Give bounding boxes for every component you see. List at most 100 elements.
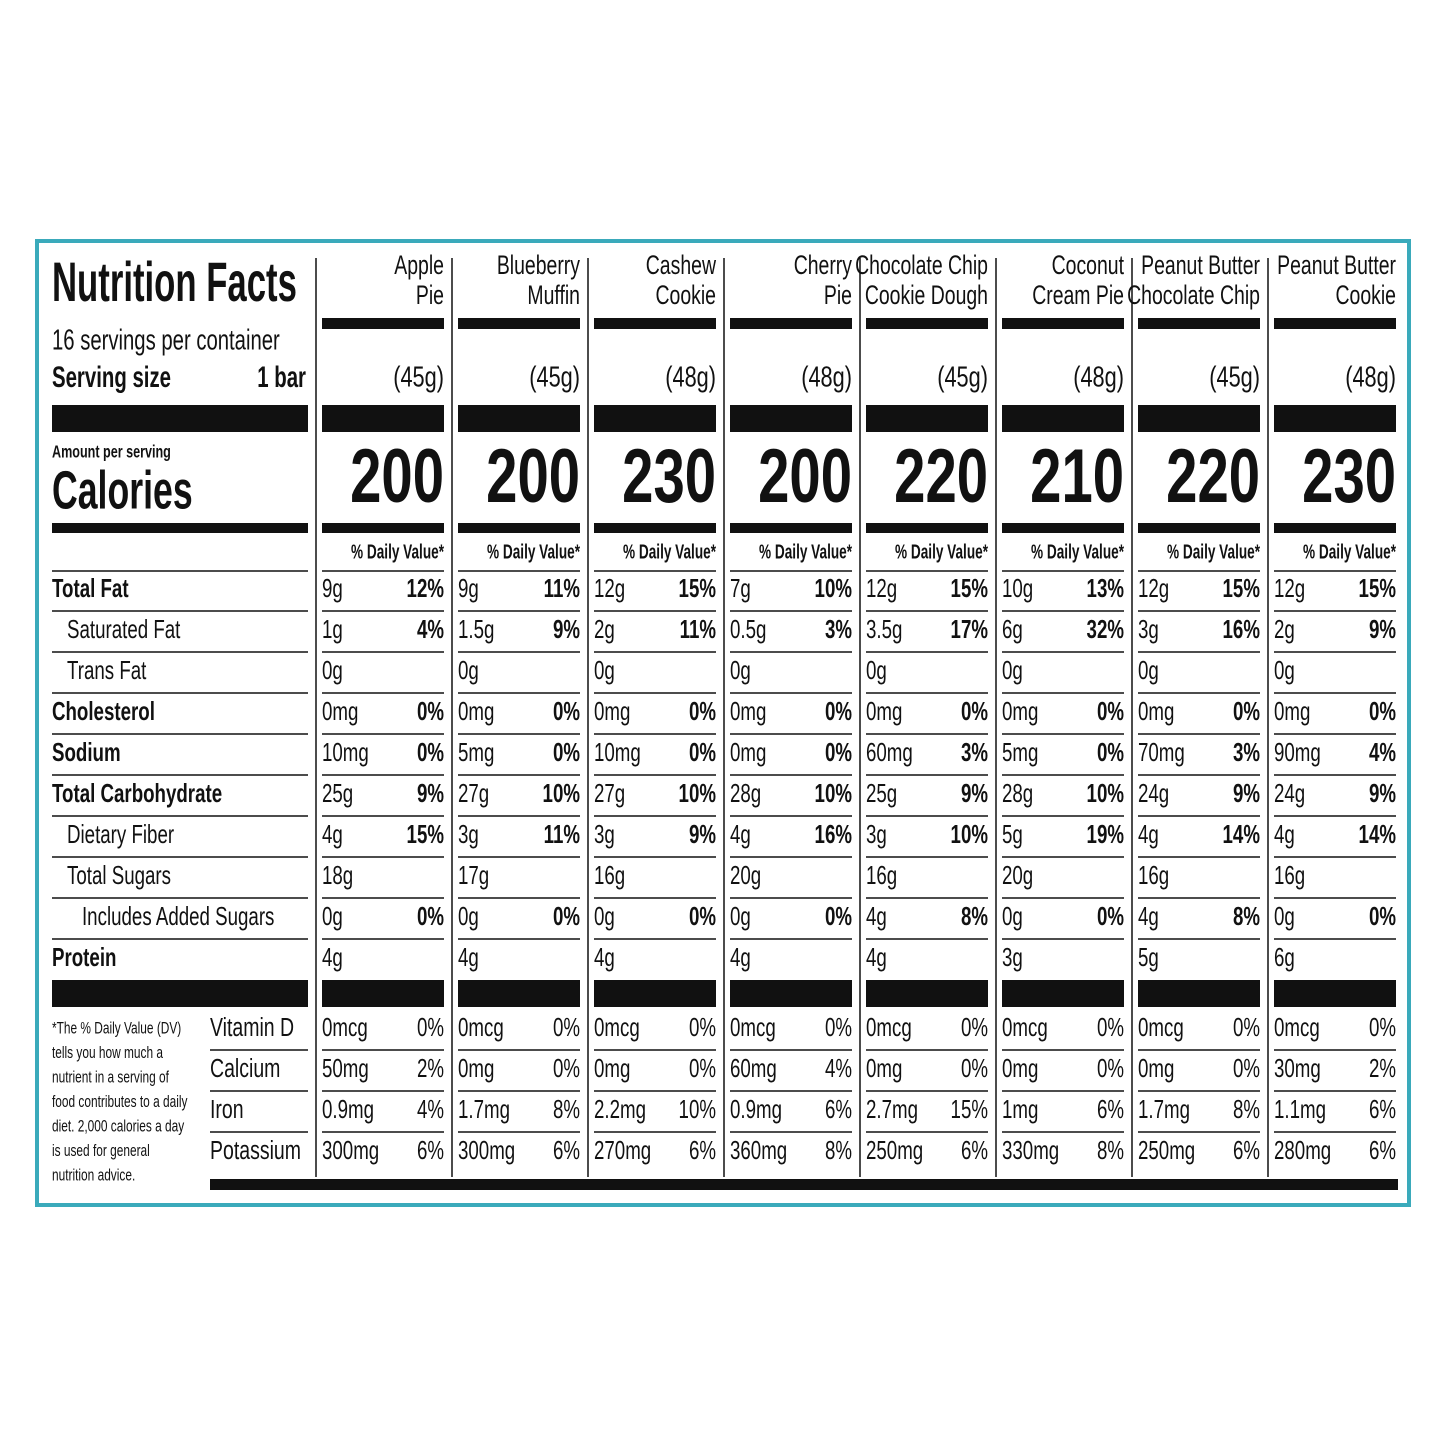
vitamin-amount: 270mg — [594, 1135, 651, 1165]
serving-grams: (48g) — [1073, 362, 1124, 394]
vitamin-dv: 6% — [1369, 1135, 1396, 1165]
serving-grams: (45g) — [393, 362, 444, 394]
vitamin-amount: 1mg — [1002, 1094, 1038, 1124]
nutrient-amount: 3g — [1138, 614, 1159, 644]
medium-bar — [322, 523, 444, 533]
nutrient-dv: 12% — [407, 573, 444, 603]
vitamin-dv: 6% — [689, 1135, 716, 1165]
nutrient-name: Total Sugars — [67, 860, 171, 890]
nutrient-dv: 10% — [543, 778, 580, 808]
thick-bar — [1138, 405, 1260, 432]
nutrient-amount: 3g — [458, 819, 479, 849]
nutrient-amount: 0g — [730, 901, 751, 931]
nutrient-amount: 0g — [1274, 655, 1295, 685]
nutrient-dv: 15% — [1359, 573, 1396, 603]
label-border — [35, 239, 1411, 1207]
nutrient-dv: 0% — [553, 696, 580, 726]
nutrient-amount: 10mg — [594, 737, 641, 767]
serving-grams: (45g) — [1209, 362, 1260, 394]
calories: 200 — [758, 434, 852, 519]
nutrient-amount: 0mg — [322, 696, 358, 726]
serving-size-label: Serving size — [52, 361, 171, 394]
nutrient-amount: 16g — [866, 860, 897, 890]
nutrient-amount: 4g — [322, 819, 343, 849]
nutrient-amount: 60mg — [866, 737, 913, 767]
thick-bar — [594, 980, 716, 1007]
nutrient-amount: 9g — [322, 573, 343, 603]
daily-value-header: % Daily Value* — [1031, 541, 1124, 563]
nutrient-dv: 0% — [1233, 696, 1260, 726]
vitamin-dv: 0% — [1233, 1012, 1260, 1042]
nutrient-amount: 4g — [730, 819, 751, 849]
nutrient-amount: 0mg — [730, 737, 766, 767]
thick-bar — [1274, 980, 1396, 1007]
vitamin-amount: 0.9mg — [730, 1094, 782, 1124]
vitamin-amount: 30mg — [1274, 1053, 1321, 1083]
nutrient-name: Saturated Fat — [67, 614, 181, 644]
vitamin-amount: 280mg — [1274, 1135, 1331, 1165]
serving-grams: (45g) — [529, 362, 580, 394]
medium-bar — [594, 318, 716, 329]
nutrient-dv: 3% — [961, 737, 988, 767]
nutrient-name: Trans Fat — [67, 655, 147, 685]
nutrient-dv: 10% — [815, 778, 852, 808]
nutrient-amount: 12g — [1274, 573, 1305, 603]
product-name: Cookie Dough — [865, 280, 988, 310]
nutrient-dv: 14% — [1223, 819, 1260, 849]
nutrient-amount: 16g — [1274, 860, 1305, 890]
nutrient-amount: 20g — [730, 860, 761, 890]
nutrient-amount: 1.5g — [458, 614, 494, 644]
daily-value-header: % Daily Value* — [623, 541, 716, 563]
vitamin-amount: 2.2mg — [594, 1094, 646, 1124]
nutrient-dv: 9% — [1369, 778, 1396, 808]
daily-value-header: % Daily Value* — [1167, 541, 1260, 563]
nutrient-dv: 0% — [689, 696, 716, 726]
daily-value-header: % Daily Value* — [487, 541, 580, 563]
nutrient-amount: 16g — [594, 860, 625, 890]
product-name: Cookie — [1336, 280, 1396, 310]
vitamin-dv: 2% — [417, 1053, 444, 1083]
nutrient-dv: 14% — [1359, 819, 1396, 849]
nutrient-dv: 0% — [1097, 901, 1124, 931]
nutrient-dv: 0% — [961, 696, 988, 726]
nutrient-amount: 20g — [1002, 860, 1033, 890]
thick-bar — [1002, 980, 1124, 1007]
daily-value-header: % Daily Value* — [351, 541, 444, 563]
product-name: Blueberry — [497, 250, 580, 280]
nutrient-amount: 25g — [322, 778, 353, 808]
nutrient-name: Includes Added Sugars — [82, 901, 274, 931]
nutrient-amount: 12g — [1138, 573, 1169, 603]
vitamin-amount: 0mcg — [866, 1012, 912, 1042]
vitamin-dv: 6% — [553, 1135, 580, 1165]
thick-bar — [1002, 405, 1124, 432]
footnote-line: tells you how much a — [52, 1044, 164, 1063]
nutrient-amount: 0mg — [594, 696, 630, 726]
nutrient-amount: 4g — [1138, 901, 1159, 931]
vitamin-dv: 0% — [417, 1012, 444, 1042]
footnote-line: nutrient in a serving of — [52, 1069, 170, 1088]
product-name: Cream Pie — [1032, 280, 1124, 310]
nutrient-amount: 4g — [594, 942, 615, 972]
nutrient-amount: 5mg — [1002, 737, 1038, 767]
nutrient-dv: 4% — [417, 614, 444, 644]
nutrient-dv: 0% — [1369, 901, 1396, 931]
medium-bar — [1002, 523, 1124, 533]
thick-bar — [594, 405, 716, 432]
calories: 200 — [350, 434, 444, 519]
nutrient-amount: 90mg — [1274, 737, 1321, 767]
calories: 200 — [486, 434, 580, 519]
nutrient-dv: 3% — [1233, 737, 1260, 767]
nutrient-amount: 16g — [1138, 860, 1169, 890]
vitamin-amount: 1.7mg — [458, 1094, 510, 1124]
vitamin-name: Calcium — [210, 1053, 280, 1082]
nutrient-amount: 5g — [1138, 942, 1159, 972]
vitamin-dv: 10% — [679, 1094, 716, 1124]
nutrient-dv: 9% — [961, 778, 988, 808]
nutrient-amount: 0g — [866, 655, 887, 685]
daily-value-header: % Daily Value* — [895, 541, 988, 563]
nutrient-amount: 25g — [866, 778, 897, 808]
vitamin-amount: 0mg — [594, 1053, 630, 1083]
nutrient-dv: 11% — [680, 614, 716, 644]
vitamin-dv: 2% — [1369, 1053, 1396, 1083]
